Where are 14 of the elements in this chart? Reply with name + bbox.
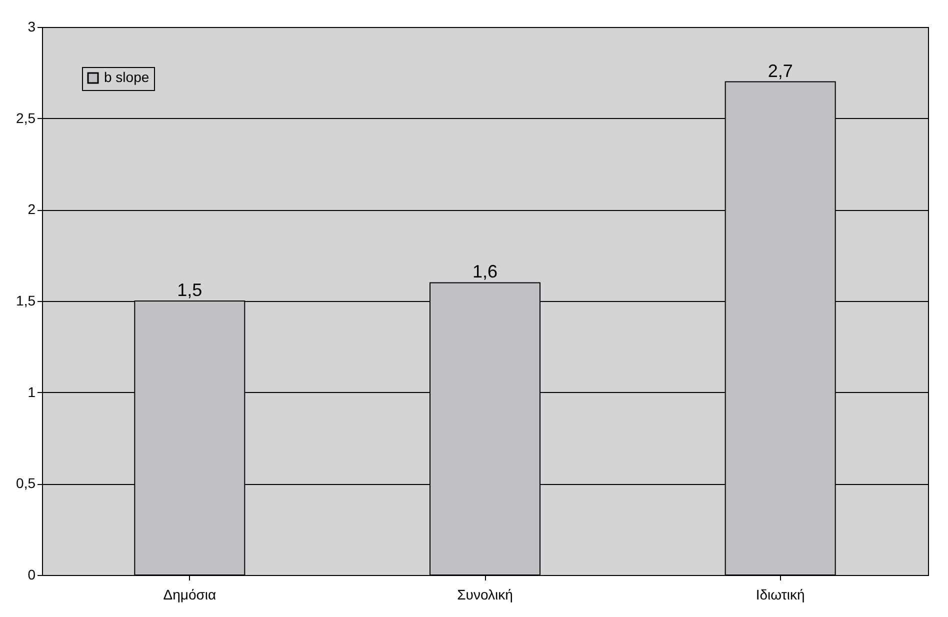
x-tick-label: Συνολική bbox=[457, 586, 513, 602]
y-tick-label: 0,5 bbox=[16, 475, 36, 492]
legend-label: b slope bbox=[104, 69, 150, 85]
data-label: 1,5 bbox=[177, 280, 202, 300]
y-tick-label: 1 bbox=[28, 384, 36, 400]
y-tick-label: 3 bbox=[28, 18, 36, 34]
x-tick-label: Ιδιωτική bbox=[756, 586, 805, 602]
y-tick-label: 2,5 bbox=[16, 110, 36, 126]
y-tick-label: 2 bbox=[28, 201, 36, 218]
x-tick-label: Δημόσια bbox=[163, 586, 216, 602]
data-label: 2,7 bbox=[768, 60, 793, 81]
y-tick-label: 0 bbox=[28, 566, 36, 582]
y-tick-label: 1,5 bbox=[16, 292, 36, 308]
data-label: 1,6 bbox=[472, 262, 498, 282]
